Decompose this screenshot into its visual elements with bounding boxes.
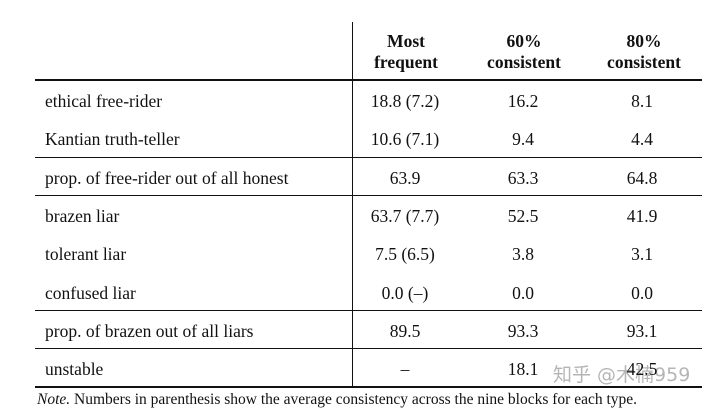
cell: 3.8 — [512, 244, 534, 265]
row-label: Kantian truth-teller — [45, 129, 180, 150]
note: Note. Numbers in parenthesis show the av… — [37, 391, 637, 409]
cell: 63.9 — [389, 167, 421, 188]
cell: 0.0 (–) — [381, 282, 429, 303]
cell: 63.3 — [507, 167, 539, 188]
cell: 64.8 — [626, 167, 658, 188]
cell: – — [400, 359, 410, 380]
row-label: ethical free-rider — [45, 91, 163, 111]
cell: 18.1 — [507, 359, 539, 380]
cell: 93.1 — [626, 320, 658, 341]
cell: 16.2 — [507, 91, 539, 111]
cell: 0.0 — [631, 282, 653, 303]
cell: 7.5 (6.5) — [375, 244, 435, 265]
row-label: prop. of free-rider out of all honest — [45, 167, 289, 188]
note-label: Note. — [37, 391, 71, 408]
column-divider — [352, 22, 353, 388]
cell: 93.3 — [507, 320, 539, 341]
rule — [35, 79, 702, 81]
cell: 8.1 — [631, 91, 653, 111]
column-header: 80% consistent — [607, 31, 681, 72]
column-header: 60% consistent — [487, 31, 561, 72]
cell: 4.4 — [631, 129, 653, 150]
watermark: 知乎 @木楠959 — [553, 364, 691, 386]
row-label: prop. of brazen out of all liars — [45, 320, 254, 341]
cell: 63.7 (7.7) — [370, 205, 440, 226]
row-label: brazen liar — [45, 205, 120, 226]
cell: 3.1 — [631, 244, 653, 265]
rule — [35, 348, 702, 349]
cell: 0.0 — [512, 282, 534, 303]
cell: 41.9 — [626, 205, 658, 226]
cell: 52.5 — [507, 205, 539, 226]
row-label: unstable — [45, 359, 104, 380]
cell: 89.5 — [389, 320, 421, 341]
column-header: Most frequent — [374, 31, 438, 72]
rule — [35, 195, 702, 196]
rule — [35, 310, 702, 311]
cell: 10.6 (7.1) — [370, 129, 440, 150]
cell: 9.4 — [512, 129, 534, 150]
note-text: Numbers in parenthesis show the average … — [74, 391, 638, 408]
cell: 18.8 (7.2) — [370, 91, 440, 111]
cell: 42.5 — [626, 359, 658, 380]
rule — [35, 157, 702, 158]
rule — [35, 386, 702, 388]
row-label: confused liar — [45, 282, 136, 303]
row-label: tolerant liar — [45, 244, 127, 265]
